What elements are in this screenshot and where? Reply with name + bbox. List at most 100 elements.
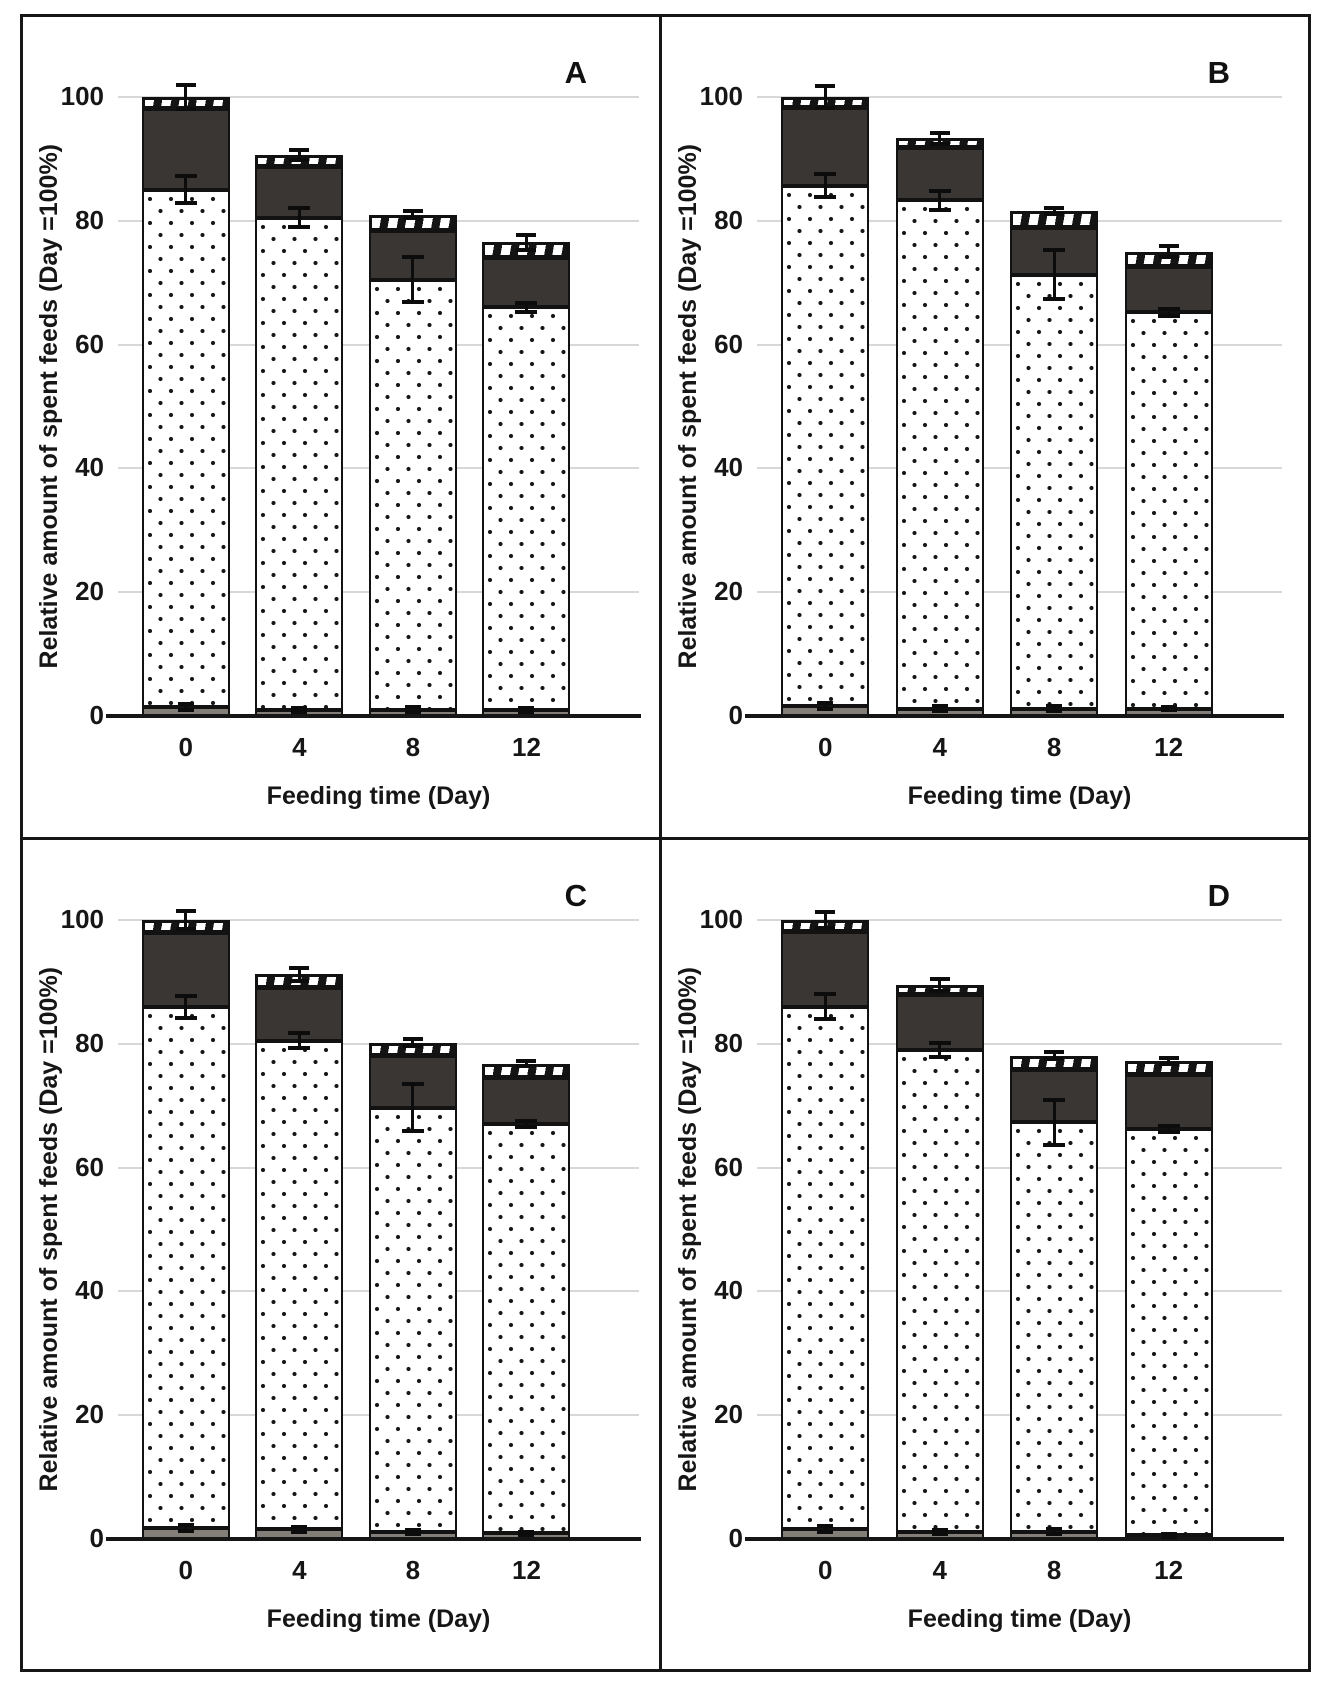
error-bar-cap: [516, 233, 537, 238]
error-bar-cap: [1157, 307, 1180, 312]
y-axis-title: Relative amount of spent feeds (Day =100…: [34, 967, 63, 1492]
error-bar-cap: [1044, 205, 1065, 210]
error-bar-cap: [929, 988, 950, 993]
error-bar-cap: [1160, 1532, 1177, 1537]
dotted-segment: [781, 185, 870, 707]
error-bar-cap: [1043, 247, 1066, 252]
error-bar-line: [1052, 1529, 1056, 1535]
error-bar-line: [184, 703, 188, 710]
error-bar-cap: [1158, 1062, 1179, 1067]
error-bar-line: [184, 995, 188, 1018]
error-bar-line: [411, 257, 415, 302]
error-bar-cap: [404, 1528, 421, 1533]
dotted-segment: [781, 1006, 870, 1530]
error-bar-line: [1052, 706, 1056, 712]
error-bar-cap: [1158, 255, 1179, 260]
error-bar-cap: [815, 106, 836, 111]
y-tick-label: 0: [728, 1523, 743, 1553]
x-tick-label: 4: [292, 732, 307, 762]
error-bar-line: [1052, 249, 1056, 300]
error-bar-cap: [515, 309, 538, 314]
error-bar-cap: [516, 1059, 537, 1064]
y-tick-label: 20: [75, 1399, 104, 1430]
x-tick-label: 0: [178, 1555, 193, 1585]
x-tick-label: 4: [932, 732, 947, 762]
error-bar-line: [1167, 1126, 1171, 1133]
error-bar-cap: [817, 707, 834, 712]
error-bar-line: [823, 85, 827, 109]
error-bar-cap: [1046, 1532, 1063, 1537]
error-bar-cap: [401, 299, 424, 304]
error-bar-cap: [177, 1522, 194, 1527]
error-bar-cap: [1044, 1057, 1065, 1062]
y-tick-label: 0: [89, 700, 104, 730]
error-bar-line: [1052, 207, 1056, 214]
y-tick-label: 0: [89, 1523, 104, 1553]
figure-frame: A 0 20 40 60 80 100 0 4 8 12 Feeding time (Day) Rel…: [20, 14, 1311, 1672]
error-bar-line: [823, 703, 827, 710]
x-axis-title: Feeding time (Day): [266, 782, 491, 810]
gridline-y-80: [757, 1042, 1282, 1045]
dotted-segment: [255, 1040, 344, 1530]
y-tick-label: 40: [714, 452, 743, 483]
error-bar-cap: [1160, 708, 1177, 713]
error-bar-line: [524, 303, 528, 312]
error-bar-line: [823, 994, 827, 1020]
error-bar-cap: [518, 705, 535, 710]
gridline-y-100: [757, 919, 1282, 921]
error-bar-cap: [1157, 1124, 1180, 1129]
y-tick-label: 40: [714, 1275, 743, 1306]
error-bar-line: [297, 1526, 301, 1532]
error-bar-line: [411, 707, 415, 713]
dotted-segment: [141, 1006, 230, 1528]
error-bar-line: [524, 235, 528, 250]
error-bar-cap: [291, 705, 308, 710]
error-bar-line: [938, 979, 942, 991]
error-bar-cap: [291, 1529, 308, 1534]
y-axis-title: Relative amount of spent feeds (Day =100…: [673, 144, 702, 669]
dotted-segment: [1010, 1122, 1099, 1532]
error-bar-cap: [815, 926, 836, 931]
error-bar-cap: [288, 206, 311, 211]
x-tick-label: 12: [511, 732, 541, 762]
error-bar-cap: [929, 977, 950, 982]
error-bar-cap: [289, 147, 310, 152]
error-bar-cap: [1046, 709, 1063, 714]
x-tick-label: 12: [1154, 1555, 1184, 1585]
error-bar-cap: [175, 927, 196, 932]
error-bar-cap: [1043, 297, 1066, 302]
error-bar-cap: [928, 189, 951, 194]
y-tick-label: 40: [75, 452, 104, 483]
error-bar-line: [411, 1039, 415, 1046]
error-bar-line: [938, 706, 942, 712]
x-tick-label: 8: [1046, 732, 1062, 762]
error-bar-cap: [1044, 1049, 1065, 1054]
error-bar-cap: [1044, 211, 1065, 216]
error-bar-cap: [814, 992, 837, 997]
dotted-segment: [482, 307, 571, 710]
error-bar-cap: [177, 707, 194, 712]
error-bar-cap: [1043, 1097, 1066, 1102]
error-bar-cap: [928, 1040, 951, 1045]
y-axis-title-wrap: Relative amount of spent feeds (Day =100…: [670, 97, 706, 716]
error-bar-cap: [177, 1528, 194, 1533]
error-bar-cap: [1160, 1534, 1177, 1539]
error-bar-cap: [289, 157, 310, 162]
panel-divider-horizontal: [23, 837, 1308, 840]
error-bar-line: [297, 1033, 301, 1049]
error-bar-cap: [175, 908, 196, 913]
error-bar-cap: [404, 705, 421, 710]
dark-segment: [1124, 267, 1213, 313]
dotted-segment: [1010, 274, 1099, 709]
panel-a: A 0 20 40 60 80 100 0 4 8 12 Feeding time (Day) Rel…: [23, 17, 659, 837]
error-bar-line: [1167, 1058, 1171, 1065]
error-bar-cap: [404, 710, 421, 715]
error-bar-cap: [817, 1530, 834, 1535]
y-tick-label: 100: [699, 81, 743, 111]
x-tick-label: 12: [1154, 732, 1184, 762]
error-bar-cap: [174, 201, 197, 206]
error-bar-line: [297, 208, 301, 227]
error-bar-cap: [931, 1532, 948, 1537]
error-bar-line: [823, 174, 827, 197]
y-tick-label: 20: [75, 576, 104, 607]
